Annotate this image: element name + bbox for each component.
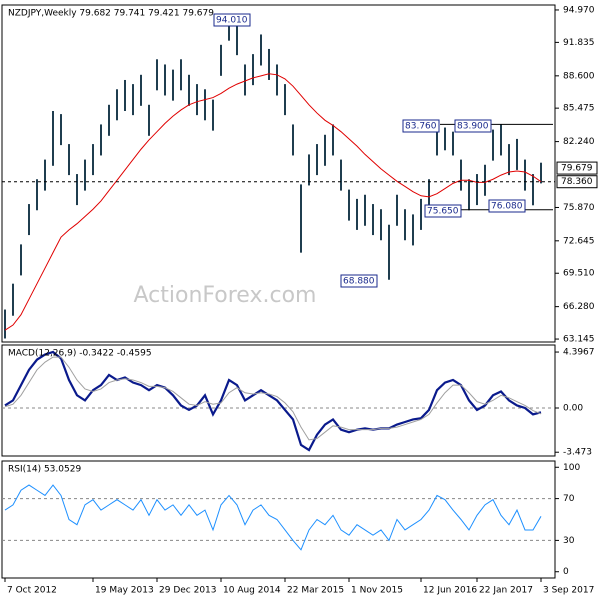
panel-title: NZDJPY,Weekly 79.682 79.741 79.421 79.67… — [8, 9, 214, 19]
x-tick-label: 7 Oct 2012 — [7, 586, 57, 596]
x-tick-label: 10 Aug 2014 — [223, 586, 281, 596]
y-tick-label: 85.475 — [563, 104, 595, 114]
panel-title: MACD(12,26,9) -0.3422 -0.4595 — [8, 349, 152, 359]
x-tick-label: 3 Sep 2017 — [543, 586, 594, 596]
y-tick-label: 63.145 — [563, 335, 595, 345]
panel-title: RSI(14) 53.0529 — [8, 465, 81, 475]
y-tick-label: 72.645 — [563, 236, 595, 246]
y-tick-label: 4.3967 — [563, 348, 595, 358]
watermark: ActionForex.com — [134, 283, 317, 308]
annotation-label: 83.900 — [457, 122, 489, 132]
panel-frame — [1, 460, 556, 579]
y-tick-label: 0 — [563, 567, 569, 577]
series-line — [4, 484, 542, 551]
x-tick-label: 19 May 2013 — [95, 586, 154, 596]
annotation-box — [454, 119, 492, 133]
y-tick-label: 94.970 — [563, 5, 595, 15]
annotation-box — [488, 199, 526, 213]
y-tick-label: -3.473 — [563, 448, 592, 458]
last-price-box — [556, 161, 598, 175]
last-price-label: 79.679 — [561, 164, 593, 174]
annotation-box — [402, 119, 440, 133]
annotation-box — [340, 274, 378, 288]
ma-label: 78.360 — [561, 177, 593, 187]
annotation-box — [424, 204, 462, 218]
y-tick-label: 30 — [563, 536, 575, 546]
ma-box — [556, 175, 598, 189]
series-line — [4, 73, 542, 331]
annotation-box — [213, 13, 251, 27]
y-tick-label: 69.510 — [563, 269, 595, 279]
panel-frame — [1, 344, 556, 457]
y-tick-label: 91.835 — [563, 38, 595, 48]
x-tick-label: 12 Jun 2016 — [423, 586, 477, 596]
y-tick-label: 70 — [563, 494, 575, 504]
y-tick-label: 0.00 — [563, 404, 583, 414]
annotation-label: 94.010 — [216, 16, 248, 26]
y-tick-label: 66.280 — [563, 302, 595, 312]
x-tick-label: 22 Jan 2017 — [479, 586, 533, 596]
annotation-label: 76.080 — [491, 202, 523, 212]
x-tick-label: 1 Nov 2015 — [351, 586, 403, 596]
x-tick-label: 29 Dec 2013 — [159, 586, 217, 596]
y-tick-label: 82.240 — [563, 137, 595, 147]
x-tick-label: 22 Mar 2015 — [287, 586, 344, 596]
y-tick-label: 100 — [563, 463, 580, 473]
series-line — [4, 356, 542, 441]
series-line — [4, 350, 542, 452]
y-tick-label: 75.870 — [563, 203, 595, 213]
annotation-label: 68.880 — [343, 277, 375, 287]
panel-frame — [1, 4, 556, 343]
annotation-label: 75.650 — [427, 207, 459, 217]
annotation-label: 83.760 — [405, 122, 437, 132]
y-tick-label: 88.600 — [563, 71, 595, 81]
